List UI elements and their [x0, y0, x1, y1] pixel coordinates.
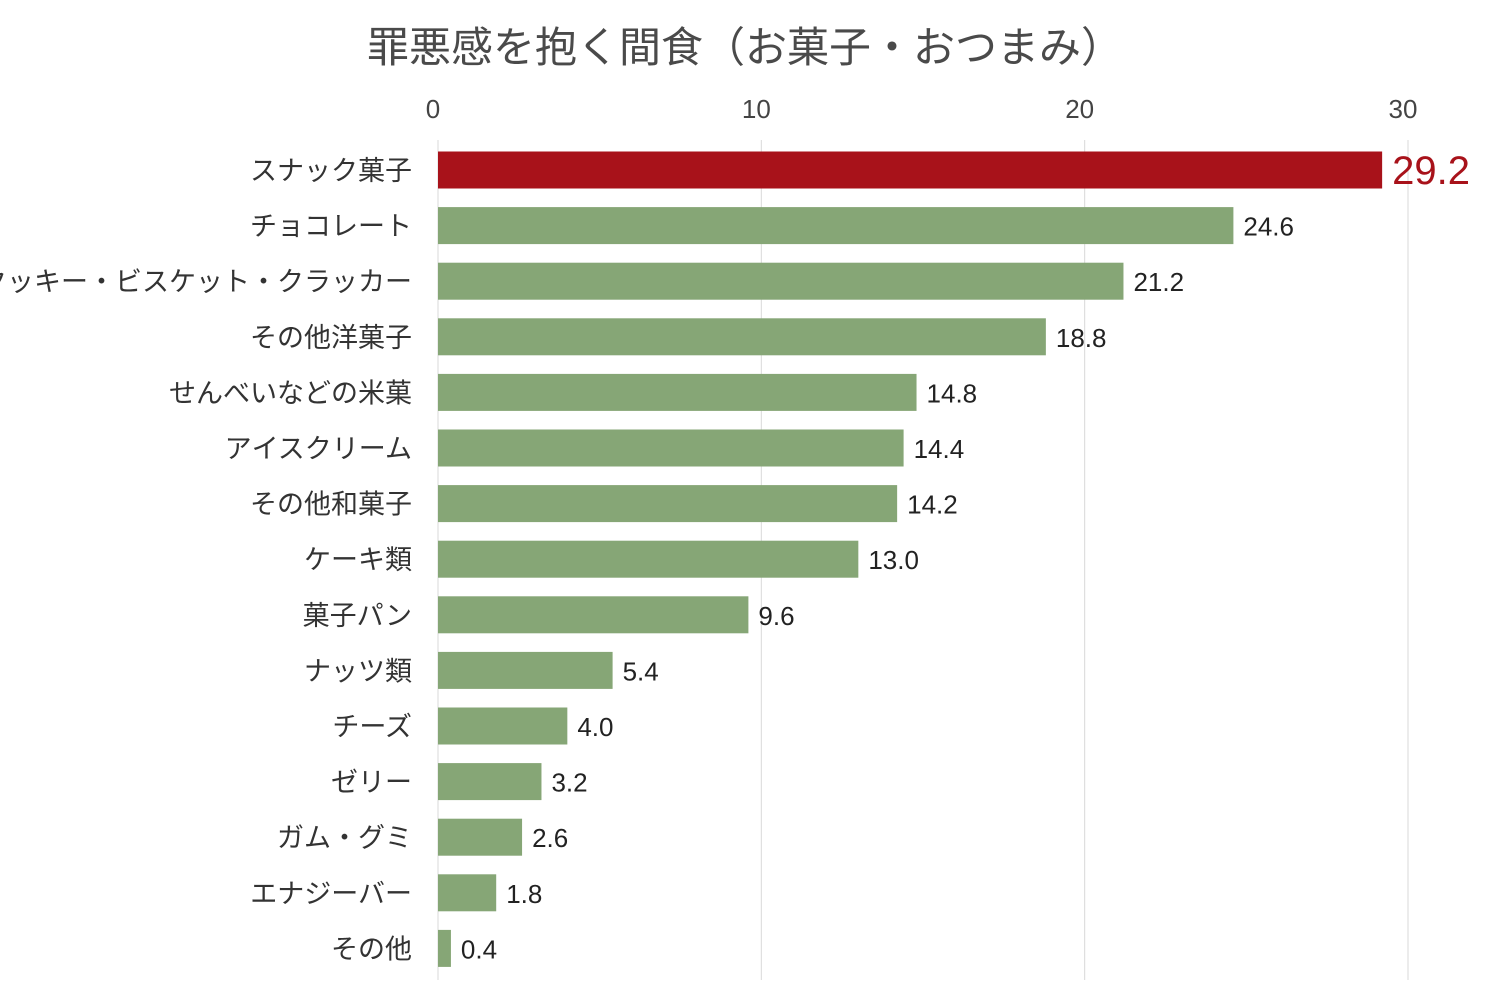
data-labels: 29.2 24.6 21.2 18.8 14.8 14.4 14.2 13.0 9.6 5.4 4.…: [461, 149, 1470, 964]
data-label: 1.8: [506, 879, 542, 909]
bar-9: [438, 651, 613, 689]
x-tick-label: 20: [1065, 94, 1094, 124]
data-label-highlight: 29.2: [1392, 149, 1470, 193]
category-label: ゼリー: [331, 768, 412, 799]
category-labels: スナック菓子チョコレートクッキー・ビスケット・クラッカーその他洋菓子せんべいなど…: [0, 156, 412, 965]
data-label: 3.2: [551, 768, 587, 798]
category-label: その他: [331, 934, 412, 965]
bar-4: [438, 373, 917, 411]
bar-1: [438, 207, 1234, 245]
x-tick-label: 10: [742, 94, 771, 124]
x-tick-label: 30: [1389, 94, 1418, 124]
bar-12: [438, 818, 523, 856]
category-label: チーズ: [332, 712, 412, 743]
bar-6: [438, 485, 898, 523]
data-label: 14.2: [907, 490, 958, 520]
category-label: アイスクリーム: [225, 434, 412, 465]
bar-14: [438, 929, 451, 967]
data-label: 9.6: [758, 601, 794, 631]
data-label: 18.8: [1056, 323, 1107, 353]
data-label: 21.2: [1133, 267, 1184, 297]
bars: [438, 151, 1383, 967]
data-label: 24.6: [1243, 212, 1294, 242]
bar-7: [438, 540, 859, 578]
bar-8: [438, 596, 749, 634]
category-label: スナック菓子: [250, 156, 412, 187]
category-label: ナッツ類: [304, 656, 412, 687]
bar-0: [438, 151, 1383, 189]
bar-5: [438, 429, 904, 467]
category-label: 菓子パン: [303, 601, 412, 632]
category-label: チョコレート: [250, 212, 412, 243]
bar-3: [438, 318, 1046, 356]
chart-title: 罪悪感を抱く間食（お菓子・おつまみ）: [367, 23, 1123, 72]
category-label: せんべいなどの米菓: [169, 378, 412, 409]
data-label: 4.0: [577, 712, 613, 742]
bar-11: [438, 763, 542, 801]
x-axis-ticks: 0 10 20 30: [426, 94, 1418, 124]
data-label: 14.8: [927, 378, 978, 408]
x-tick-label: 0: [426, 94, 440, 124]
data-label: 2.6: [532, 823, 568, 853]
bar-10: [438, 707, 568, 745]
category-label: クッキー・ビスケット・クラッカー: [0, 267, 412, 298]
category-label: ガム・グミ: [277, 823, 412, 854]
bar-2: [438, 262, 1124, 300]
category-label: その他洋菓子: [250, 323, 412, 354]
data-label: 5.4: [623, 656, 659, 686]
data-label: 13.0: [868, 545, 919, 575]
category-label: エナジーバー: [250, 879, 412, 910]
category-label: ケーキ類: [304, 545, 412, 576]
data-label: 14.4: [914, 434, 965, 464]
category-label: その他和菓子: [250, 490, 412, 521]
bar-13: [438, 874, 497, 912]
data-label: 0.4: [461, 934, 497, 964]
